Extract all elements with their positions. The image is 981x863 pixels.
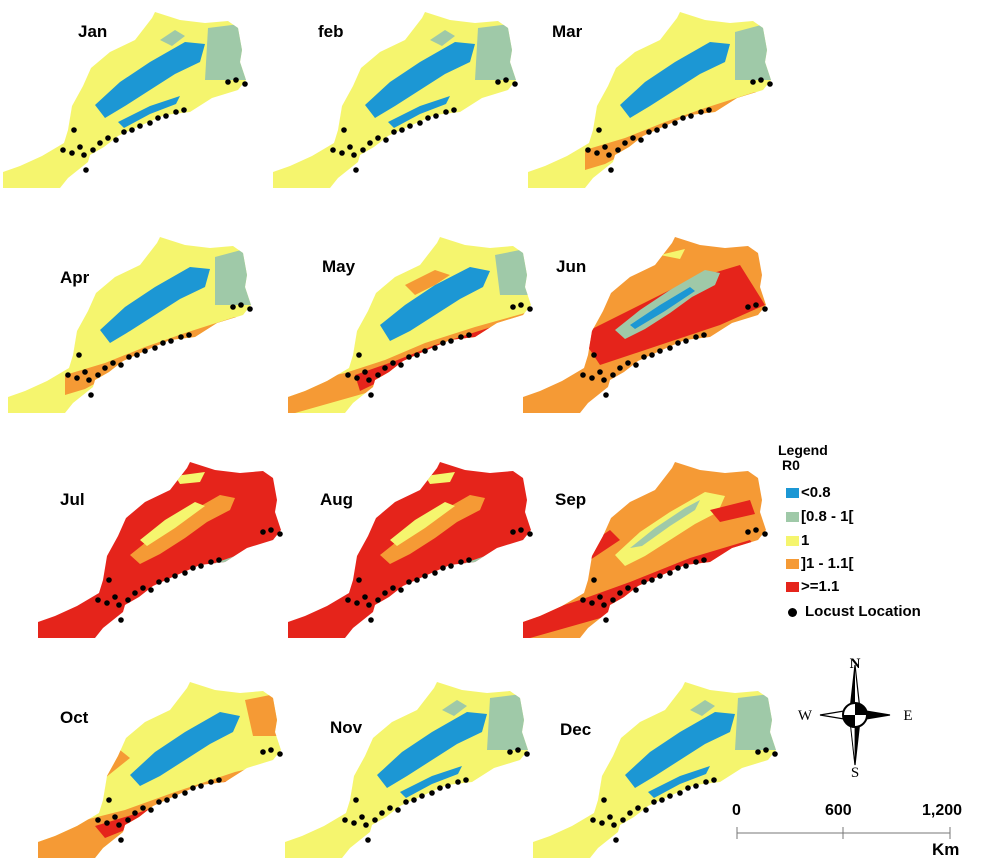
compass-rose-icon: N S E W (798, 656, 913, 781)
legend-title: Legend (778, 442, 828, 458)
legend-label: <0.8 (801, 484, 831, 501)
scale-tick-600: 600 (825, 802, 852, 819)
scale-unit: Km (932, 840, 960, 859)
month-label-apr: Apr (60, 268, 90, 287)
month-map-apr (8, 237, 255, 413)
legend-swatch (786, 582, 799, 593)
legend-subtitle: R0 (782, 457, 800, 473)
legend-item: >=1.1 (786, 576, 839, 598)
month-label-jun: Jun (556, 257, 587, 276)
legend: Legend R0 <0.8 [0.8 - 1[ 1 ]1 - 1.1[ >=1… (778, 442, 921, 621)
legend-label: Locust Location (805, 603, 921, 620)
scale-bar-graphic (736, 827, 951, 839)
month-map-feb (273, 12, 520, 188)
month-map-dec (533, 682, 780, 858)
legend-item: ]1 - 1.1[ (786, 553, 854, 575)
month-label-jul: Jul (60, 490, 85, 509)
legend-label: ]1 - 1.1[ (801, 555, 854, 572)
legend-label: [0.8 - 1[ (801, 508, 854, 525)
month-map-jan (3, 12, 250, 188)
legend-item-locust: Locust Location (786, 601, 921, 623)
compass-north-label: N (850, 656, 861, 672)
legend-swatch (786, 536, 799, 547)
month-label-jan: Jan (78, 22, 108, 41)
legend-label: 1 (801, 532, 810, 549)
month-label-nov: Nov (330, 718, 363, 737)
month-map-sep (523, 462, 770, 640)
legend-item: 1 (786, 530, 809, 552)
scale-tick-1200: 1,200 (922, 802, 963, 819)
month-label-dec: Dec (560, 720, 592, 739)
scale-tick-0: 0 (732, 802, 741, 819)
month-label-oct: Oct (60, 708, 89, 727)
legend-item: [0.8 - 1[ (786, 506, 854, 528)
legend-swatch (786, 488, 799, 499)
month-label-feb: feb (318, 22, 344, 41)
legend-swatch (786, 512, 799, 523)
compass-south-label: S (851, 765, 859, 781)
month-map-aug (288, 462, 533, 638)
month-label-aug: Aug (320, 490, 354, 509)
legend-label: >=1.1 (801, 578, 840, 595)
locust-dot-icon (788, 607, 797, 617)
month-map-nov (285, 682, 532, 858)
compass-east-label: E (903, 708, 912, 724)
month-label-may: May (322, 257, 356, 276)
month-map-jul (38, 462, 283, 638)
month-label-sep: Sep (555, 490, 587, 509)
compass-west-label: W (798, 708, 813, 724)
legend-item: <0.8 (786, 482, 831, 504)
legend-swatch (786, 559, 799, 570)
month-label-mar: Mar (552, 22, 583, 41)
